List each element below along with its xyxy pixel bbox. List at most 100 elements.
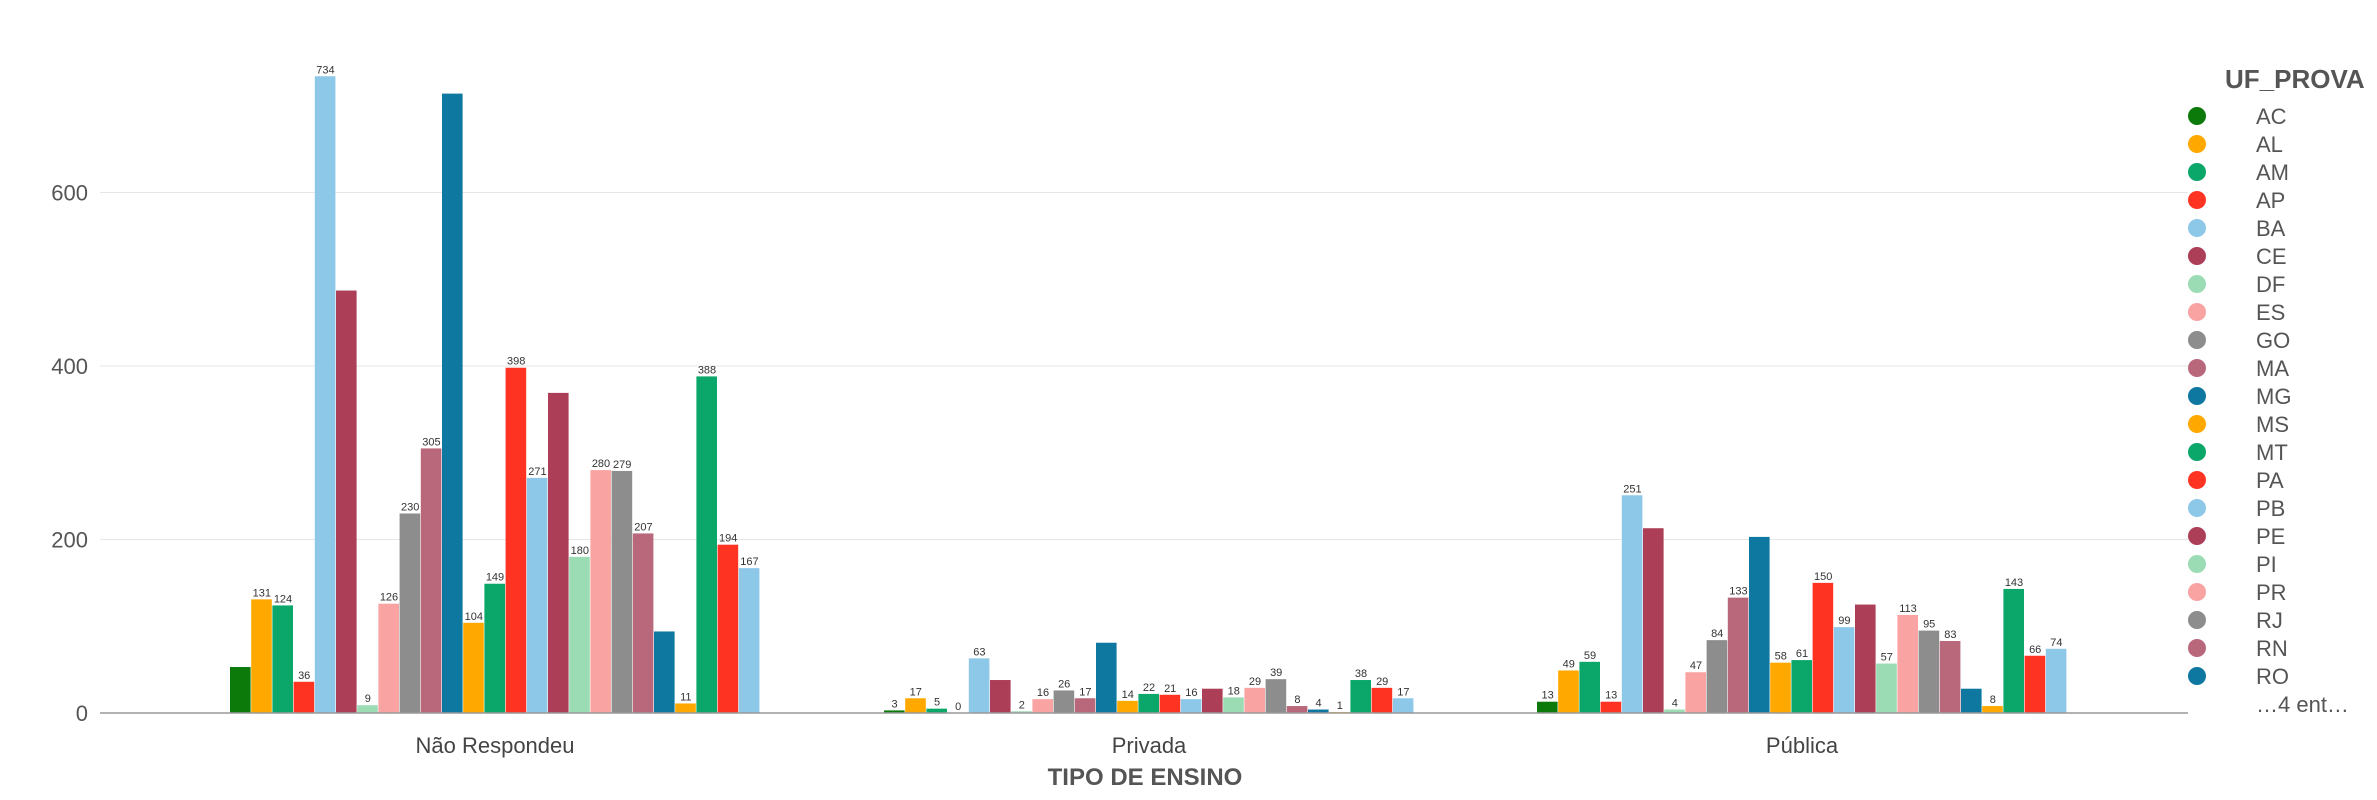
- bar-CE-1[interactable]: [990, 680, 1011, 713]
- bar-MT-0[interactable]: [484, 583, 505, 713]
- legend-item-GO[interactable]: GO: [2256, 328, 2290, 353]
- bar-RJ-1[interactable]: [1265, 679, 1287, 713]
- legend-item-PI[interactable]: PI: [2256, 552, 2277, 577]
- bar-ES-1[interactable]: [1032, 699, 1053, 713]
- bar-ES-0[interactable]: [378, 603, 399, 713]
- legend-item-AM[interactable]: AM: [2256, 160, 2289, 185]
- bar-DF-1[interactable]: [1011, 711, 1032, 713]
- bar-PB-1[interactable]: [1180, 699, 1202, 713]
- bar-PB-0[interactable]: [526, 477, 548, 713]
- bar-MS-1[interactable]: [1117, 700, 1138, 714]
- bar-AP-0[interactable]: [293, 681, 315, 713]
- bar-PI-2[interactable]: [1876, 663, 1897, 713]
- bar-MA-0[interactable]: [420, 448, 442, 713]
- legend-item-MA[interactable]: MA: [2256, 356, 2289, 381]
- bar-PA-2[interactable]: [1812, 582, 1834, 714]
- bar-PA-1[interactable]: [1159, 694, 1181, 713]
- bar-RO-2[interactable]: [1961, 688, 1982, 713]
- legend-item-AC[interactable]: AC: [2256, 104, 2287, 129]
- legend-item-PB[interactable]: PB: [2256, 496, 2285, 521]
- bar-RJ-2[interactable]: [1918, 630, 1940, 713]
- bar-series-23-1[interactable]: [1350, 680, 1371, 713]
- bar-RJ-0[interactable]: [611, 470, 633, 713]
- data-label: 47: [1690, 660, 1702, 672]
- data-label: 133: [1729, 586, 1747, 598]
- legend-item-MT[interactable]: MT: [2256, 440, 2288, 465]
- bar-MG-0[interactable]: [442, 93, 463, 714]
- bar-AC-0[interactable]: [230, 667, 251, 713]
- bar-RO-0[interactable]: [654, 631, 675, 714]
- bar-PE-2[interactable]: [1855, 604, 1876, 713]
- bar-AM-1[interactable]: [926, 708, 947, 713]
- bar-series-24-2[interactable]: [2024, 655, 2046, 714]
- bar-AL-0[interactable]: [251, 599, 272, 713]
- bar-GO-0[interactable]: [399, 513, 421, 714]
- legend-item-RN[interactable]: RN: [2256, 636, 2288, 661]
- bar-MG-1[interactable]: [1096, 642, 1117, 713]
- bar-MT-1[interactable]: [1138, 693, 1159, 713]
- bar-GO-2[interactable]: [1706, 640, 1728, 713]
- bar-AM-0[interactable]: [272, 605, 293, 713]
- legend-item-MS[interactable]: MS: [2256, 412, 2289, 437]
- legend-item-ES[interactable]: ES: [2256, 300, 2285, 325]
- bar-MS-2[interactable]: [1770, 662, 1791, 713]
- bar-BA-1[interactable]: [968, 658, 990, 713]
- bar-series-22-0[interactable]: [675, 703, 696, 713]
- bar-MG-2[interactable]: [1749, 536, 1770, 713]
- bar-PE-1[interactable]: [1202, 688, 1223, 713]
- bar-RN-1[interactable]: [1286, 706, 1308, 713]
- bar-PR-2[interactable]: [1897, 614, 1918, 713]
- legend-item-RO[interactable]: RO: [2256, 664, 2289, 689]
- bar-PB-2[interactable]: [1833, 627, 1855, 713]
- bar-AM-2[interactable]: [1579, 661, 1600, 713]
- bar-PE-0[interactable]: [548, 392, 569, 713]
- bar-PR-0[interactable]: [590, 470, 611, 713]
- legend-item-DF[interactable]: DF: [2256, 272, 2285, 297]
- bar-AL-2[interactable]: [1558, 670, 1579, 713]
- bar-series-23-0[interactable]: [696, 376, 717, 713]
- legend-item-PR[interactable]: PR: [2256, 580, 2287, 605]
- legend-item-RJ[interactable]: RJ: [2256, 608, 2283, 633]
- bar-PA-0[interactable]: [505, 367, 527, 713]
- bar-MT-2[interactable]: [1791, 660, 1812, 713]
- bar-DF-0[interactable]: [357, 705, 378, 713]
- bar-ES-2[interactable]: [1685, 672, 1706, 713]
- bar-MA-1[interactable]: [1074, 698, 1096, 713]
- legend-item-MG[interactable]: MG: [2256, 384, 2291, 409]
- bar-PI-1[interactable]: [1223, 697, 1244, 713]
- bar-AC-2[interactable]: [1537, 701, 1558, 713]
- bar-RO-1[interactable]: [1308, 709, 1329, 713]
- legend-item-PE[interactable]: PE: [2256, 524, 2285, 549]
- legend-item-BA[interactable]: BA: [2256, 216, 2286, 241]
- bar-PI-0[interactable]: [569, 556, 590, 713]
- bar-series-24-1[interactable]: [1371, 687, 1393, 713]
- bar-series-25-1[interactable]: [1392, 698, 1414, 713]
- bar-MA-2[interactable]: [1727, 597, 1749, 713]
- bar-series-22-2[interactable]: [1982, 706, 2003, 713]
- bar-BA-0[interactable]: [314, 76, 336, 713]
- bar-RN-0[interactable]: [632, 533, 654, 713]
- legend-item-CE[interactable]: CE: [2256, 244, 2287, 269]
- bar-CE-2[interactable]: [1643, 528, 1664, 713]
- bar-series-25-2[interactable]: [2045, 648, 2067, 713]
- bar-AL-1[interactable]: [905, 698, 926, 713]
- bar-AP-2[interactable]: [1600, 701, 1622, 713]
- data-label: 17: [910, 686, 922, 698]
- legend-item-AL[interactable]: AL: [2256, 132, 2283, 157]
- data-label: 66: [2029, 644, 2041, 656]
- bar-CE-0[interactable]: [336, 290, 357, 713]
- bar-AC-1[interactable]: [884, 710, 905, 713]
- bar-GO-1[interactable]: [1053, 690, 1075, 713]
- bar-series-25-0[interactable]: [738, 568, 760, 713]
- bar-MS-0[interactable]: [463, 622, 484, 713]
- legend-item-AP[interactable]: AP: [2256, 188, 2285, 213]
- bar-BA-2[interactable]: [1621, 495, 1643, 713]
- bar-PR-1[interactable]: [1244, 687, 1265, 713]
- bar-DF-2[interactable]: [1664, 709, 1685, 713]
- bar-series-24-0[interactable]: [717, 544, 739, 713]
- bar-RN-2[interactable]: [1939, 641, 1961, 713]
- bar-series-23-2[interactable]: [2003, 588, 2024, 713]
- legend-item-PA[interactable]: PA: [2256, 468, 2284, 493]
- legend-more[interactable]: …4 ent…: [2256, 692, 2349, 717]
